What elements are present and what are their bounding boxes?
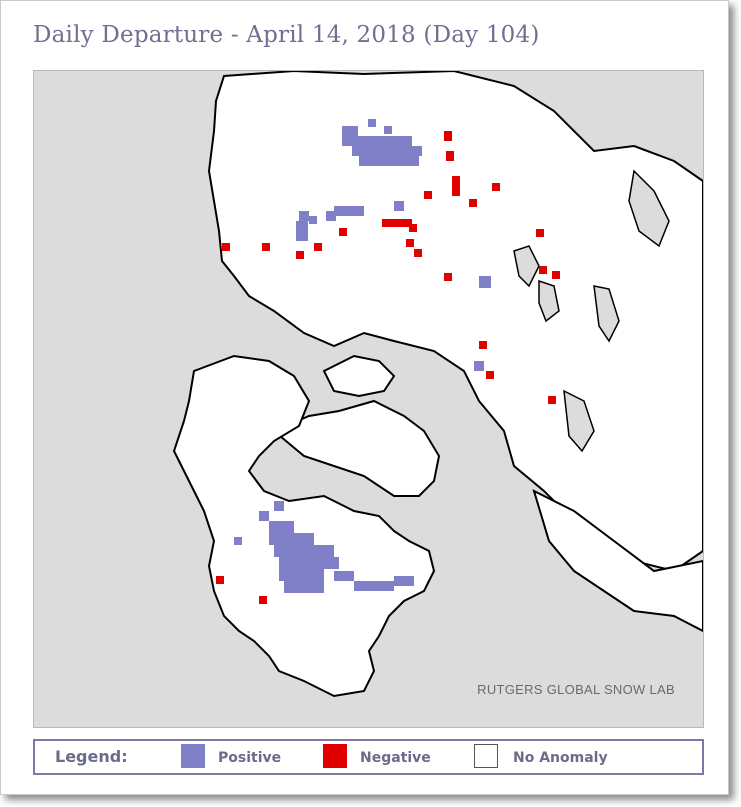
land-eurasia	[207, 71, 703, 573]
map-canvas	[172, 71, 703, 698]
land-arctic-islands	[322, 354, 396, 398]
land-greenland	[272, 399, 441, 497]
legend-label-positive: Positive	[218, 750, 282, 766]
legend-label-negative: Negative	[360, 750, 431, 766]
map-legend: Legend: Positive Negative No Anomaly	[33, 739, 704, 775]
legend-swatch-no-anomaly	[474, 744, 498, 768]
legend-swatch-negative	[323, 744, 347, 768]
land-north-america	[172, 354, 436, 698]
negative-anomaly-cells	[216, 131, 560, 604]
map-credit: RUTGERS GLOBAL SNOW LAB	[477, 682, 675, 697]
legend-title: Legend:	[55, 747, 128, 766]
positive-anomaly-cells	[234, 119, 491, 593]
legend-swatch-positive	[181, 744, 205, 768]
snow-anomaly-map: RUTGERS GLOBAL SNOW LAB	[33, 70, 704, 728]
figure-title: Daily Departure - April 14, 2018 (Day 10…	[33, 22, 540, 48]
water-inland-seas	[513, 169, 670, 453]
land-africa-middle-east	[532, 489, 703, 633]
legend-label-no-anomaly: No Anomaly	[513, 750, 608, 766]
